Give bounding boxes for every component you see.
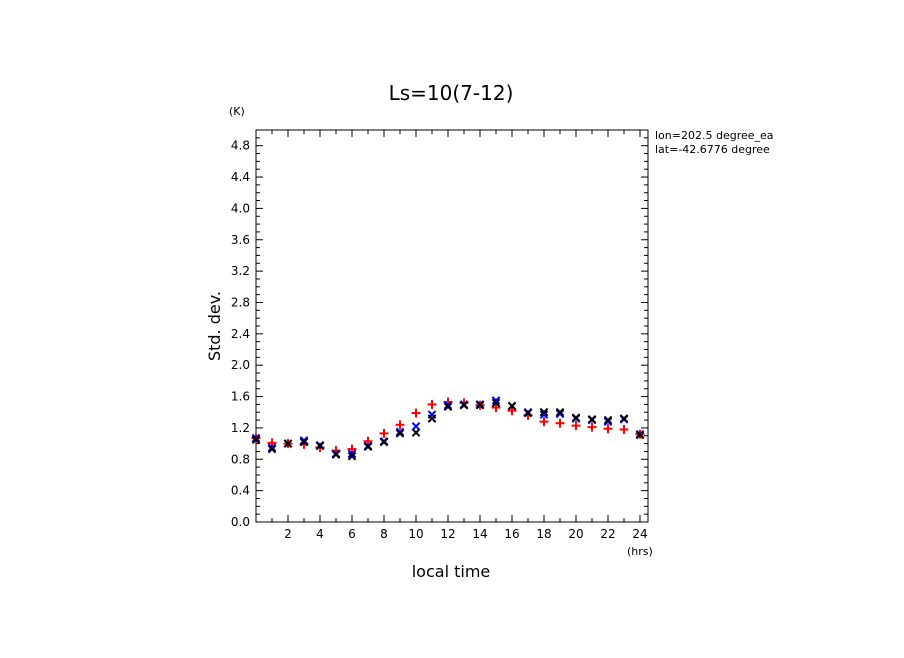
series-2-point xyxy=(555,407,565,417)
series-1-point xyxy=(491,396,501,405)
series-2-point xyxy=(315,441,325,451)
series-0-point xyxy=(427,399,437,409)
series-0-point xyxy=(571,421,581,431)
y-tick-label: 1.6 xyxy=(231,390,250,404)
series-1-point xyxy=(395,427,405,437)
x-tick-label: 8 xyxy=(380,527,388,541)
x-tick-label: 12 xyxy=(440,527,455,541)
series-2-point xyxy=(347,451,357,461)
series-0-point xyxy=(411,408,421,418)
x-tick-label: 20 xyxy=(568,527,583,541)
series-1-point xyxy=(347,449,357,459)
x-axis-label: local time xyxy=(412,562,491,581)
x-tick-label: 24 xyxy=(632,527,647,541)
series-2-point xyxy=(491,398,501,408)
series-0-point xyxy=(347,444,357,454)
series-2-point xyxy=(379,437,389,447)
series-2-point xyxy=(267,444,277,454)
annotation-latitude: lat=-42.6776 degree xyxy=(655,143,770,156)
series-2-point xyxy=(395,429,405,438)
series-2-point xyxy=(507,401,517,411)
chart-title: Ls=10(7-12) xyxy=(389,81,514,105)
series-2-point xyxy=(363,442,373,452)
series-0-point xyxy=(619,424,629,434)
series-2-point xyxy=(619,414,629,423)
series-2-point xyxy=(539,407,549,417)
series-1-point xyxy=(299,436,309,445)
series-2-point xyxy=(571,413,581,423)
series-2-point xyxy=(299,437,309,447)
x-tick-label: 14 xyxy=(472,527,487,541)
x-tick-label: 18 xyxy=(536,527,551,541)
x-axis-unit: (hrs) xyxy=(627,545,653,558)
series-2-point xyxy=(459,400,469,410)
x-tick-label: 10 xyxy=(408,527,423,541)
series-1-point xyxy=(539,410,549,419)
y-tick-label: 3.6 xyxy=(231,233,250,247)
series-2-point xyxy=(251,435,261,444)
x-tick-label: 2 xyxy=(284,527,292,541)
y-tick-label: 1.2 xyxy=(231,421,250,435)
y-axis-label: Std. dev. xyxy=(205,291,224,361)
y-tick-label: 0.0 xyxy=(231,515,250,529)
series-0-point xyxy=(555,418,565,428)
series-1-point xyxy=(443,400,453,410)
series-0-point xyxy=(491,403,501,413)
series-0-point xyxy=(267,438,277,448)
series-2-point xyxy=(523,408,533,418)
series-1-point xyxy=(411,422,421,431)
series-1-point xyxy=(603,417,613,426)
annotation-longitude: lon=202.5 degree_ea xyxy=(655,129,774,142)
series-0-point xyxy=(539,417,549,427)
series-2-point xyxy=(331,450,341,459)
y-tick-label: 3.2 xyxy=(231,264,250,278)
series-1-point xyxy=(251,433,261,443)
series-2-point xyxy=(603,415,613,425)
series-1-point xyxy=(267,443,277,452)
y-tick-label: 4.4 xyxy=(231,170,250,184)
series-2-point xyxy=(443,402,453,412)
y-tick-label: 0.8 xyxy=(231,452,250,466)
series-0-point xyxy=(587,422,597,432)
y-axis-unit: (K) xyxy=(229,105,245,118)
series-2-point xyxy=(475,400,485,410)
series-2-point xyxy=(587,414,597,424)
series-2-point xyxy=(283,439,293,448)
series-0-point xyxy=(363,436,373,446)
y-tick-label: 2.4 xyxy=(231,327,250,341)
y-tick-label: 4.8 xyxy=(231,139,250,153)
plot-area: 2 4 6 8 10 12 14 16 18 20 22 240.00.40.81.21.62.02.… xyxy=(231,129,649,541)
series-0-point xyxy=(603,424,613,434)
plot-frame xyxy=(255,129,649,523)
series-0-point xyxy=(379,428,389,438)
series-2-point xyxy=(635,430,645,440)
series-0-point xyxy=(395,420,405,430)
series-2-point xyxy=(411,428,421,437)
series-0-point xyxy=(507,406,517,416)
x-tick-label: 6 xyxy=(348,527,356,541)
x-tick-label: 16 xyxy=(504,527,519,541)
y-tick-label: 2.0 xyxy=(231,358,250,372)
series-1-point xyxy=(555,409,565,419)
x-tick-label: 22 xyxy=(600,527,615,541)
series-2-point xyxy=(427,414,437,423)
x-tick-label: 4 xyxy=(316,527,324,541)
y-tick-label: 2.8 xyxy=(231,295,250,309)
y-tick-label: 4.0 xyxy=(231,201,250,215)
y-tick-label: 0.4 xyxy=(231,484,250,498)
